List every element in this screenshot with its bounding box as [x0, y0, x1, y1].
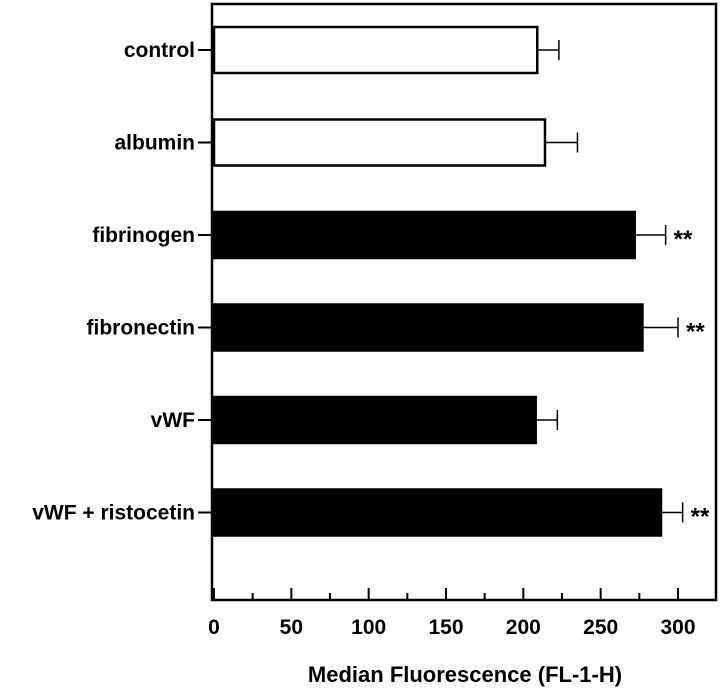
category-label: fibrinogen	[92, 224, 195, 247]
category-label: vWF + ristocetin	[32, 502, 195, 525]
x-tick-label: 250	[583, 616, 618, 639]
x-tick-label: 300	[660, 616, 695, 639]
plot-frame	[210, 2, 718, 602]
bar-vwf	[212, 395, 537, 445]
category-label: control	[124, 39, 195, 62]
significance-marker: **	[674, 226, 693, 253]
x-axis-title: Median Fluorescence (FL-1-H)	[308, 662, 622, 687]
bar-fibronectin	[212, 303, 644, 352]
significance-marker: **	[686, 319, 705, 346]
bar-albumin	[212, 118, 547, 167]
x-tick-label: 150	[428, 616, 463, 639]
x-tick-label: 100	[351, 616, 386, 639]
significance-marker: **	[691, 504, 710, 531]
x-tick-label: 50	[280, 616, 303, 639]
category-label: albumin	[114, 132, 195, 155]
category-label: fibronectin	[87, 317, 196, 340]
x-tick-label: 200	[506, 616, 541, 639]
bar-vwf-ristocetin	[212, 488, 663, 537]
bar-control	[212, 25, 539, 75]
category-label: vWF	[151, 409, 196, 432]
x-tick-label: 0	[208, 616, 220, 639]
bar-fibrinogen	[212, 210, 636, 260]
